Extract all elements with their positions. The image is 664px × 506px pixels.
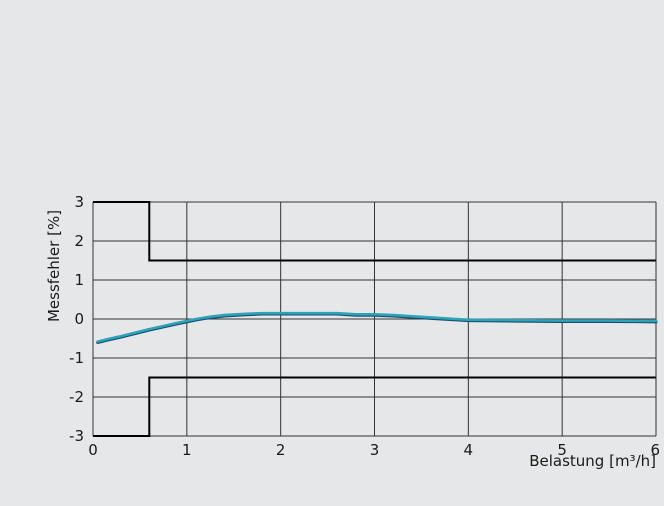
y-tick-label: 0 — [74, 310, 84, 328]
error-limits — [93, 201, 656, 437]
x-tick-label: 3 — [370, 441, 380, 459]
series-line — [96, 311, 658, 343]
x-tick-label: 5 — [557, 441, 567, 459]
upper-limit-line — [93, 201, 656, 262]
lower-limit-line — [93, 376, 656, 437]
x-tick-label: 2 — [276, 441, 286, 459]
y-tick-label: 1 — [74, 271, 84, 289]
y-tick-label: 2 — [74, 232, 84, 250]
y-axis-label: Messfehler [%] — [45, 210, 63, 322]
grid — [92, 201, 657, 437]
series-line-shadow — [96, 312, 658, 345]
y-tick-label: -2 — [69, 388, 84, 406]
x-tick-label: 6 — [650, 441, 660, 459]
x-tick-label: 4 — [464, 441, 474, 459]
x-tick-labels: 0 1 2 3 4 5 6 — [88, 441, 660, 459]
y-tick-label: -3 — [69, 427, 84, 445]
x-axis-label: Belastung [m³/h] — [529, 452, 656, 470]
y-tick-labels: 3 2 1 0 -1 -2 -3 — [69, 193, 84, 445]
y-tick-label: 3 — [74, 193, 84, 211]
x-tick-label: 0 — [88, 441, 98, 459]
x-tick-label: 1 — [182, 441, 192, 459]
series-group — [96, 311, 658, 345]
y-tick-label: -1 — [69, 349, 84, 367]
